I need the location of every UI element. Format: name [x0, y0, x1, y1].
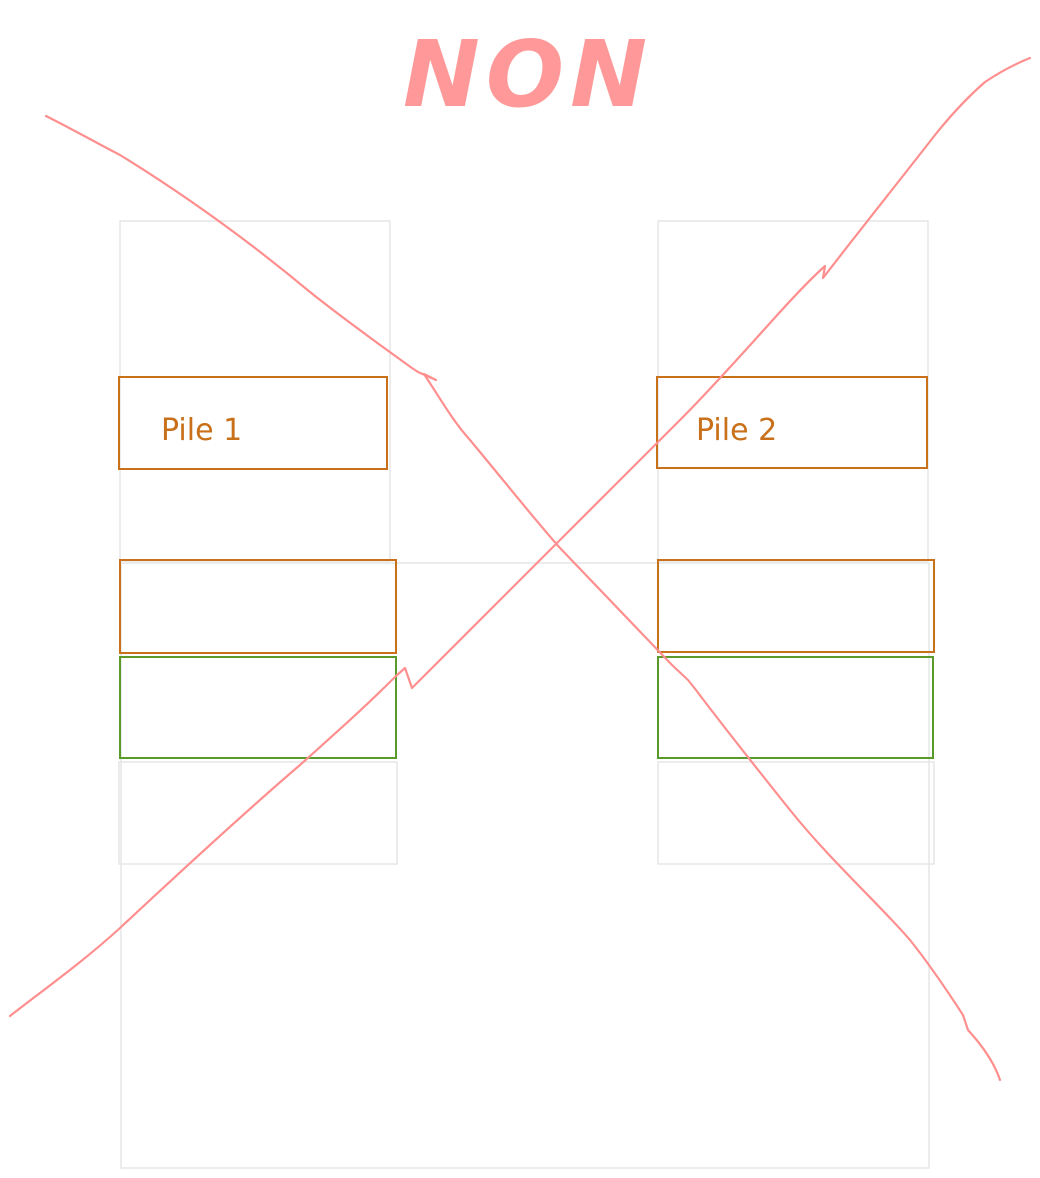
cross-stroke-down	[44, 114, 1002, 1082]
background-frames	[118, 220, 935, 1169]
pile-1-green-block	[119, 656, 397, 759]
pile-2-top-block	[656, 376, 928, 469]
pile-1-top-block	[118, 376, 388, 470]
pile-2-label: Pile 2	[696, 413, 777, 448]
diagram-title: NON	[403, 21, 653, 128]
pile-2: Pile 2	[656, 376, 935, 759]
pile-2-green-block	[657, 656, 934, 759]
pile-1-orange-block	[119, 559, 397, 654]
cross-out-mark	[8, 56, 1032, 1082]
pile-2-orange-block	[657, 559, 935, 653]
pile-2-base-slot	[657, 761, 935, 865]
pile-1-column	[119, 220, 391, 562]
pile-1-label: Pile 1	[161, 413, 242, 448]
bottom-frame	[120, 562, 930, 1169]
cross-stroke-up	[8, 56, 1032, 1018]
pile-2-column	[657, 220, 929, 562]
pile-1: Pile 1	[118, 376, 397, 759]
pile-1-base-slot	[118, 761, 398, 865]
